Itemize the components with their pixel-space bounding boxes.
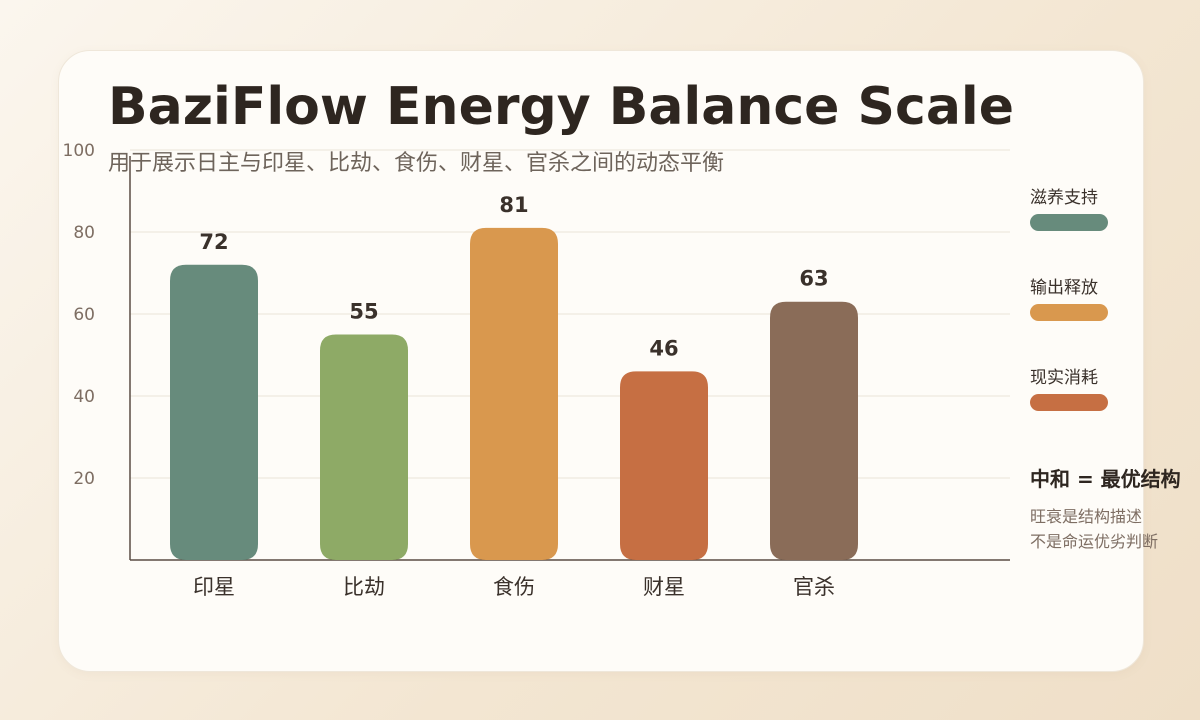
value-label: 81 <box>499 193 528 217</box>
bar-3 <box>470 227 558 560</box>
y-tick-label: 60 <box>73 305 95 325</box>
legend-swatch <box>1030 214 1108 231</box>
category-label: 财星 <box>643 575 685 599</box>
note-line: 不是命运优劣判断 <box>1030 532 1159 551</box>
axes <box>129 156 1010 561</box>
bar-5 <box>770 301 858 560</box>
y-tick-label: 100 <box>63 141 95 161</box>
legend-swatch <box>1030 304 1108 321</box>
legend-label: 输出释放 <box>1030 278 1098 298</box>
legend-label: 滋养支持 <box>1030 188 1098 208</box>
y-tick-label: 20 <box>73 469 95 489</box>
bars <box>170 227 858 560</box>
value-label: 55 <box>349 300 378 324</box>
value-label: 63 <box>799 267 828 291</box>
legend: 滋养支持 输出释放 现实消耗 <box>1030 186 1200 456</box>
category-label: 比劫 <box>343 575 385 599</box>
category-label: 官杀 <box>793 575 835 599</box>
legend-swatch <box>1030 394 1108 411</box>
y-tick-label: 80 <box>73 223 95 243</box>
legend-item-consume: 现实消耗 <box>1030 366 1200 424</box>
category-label: 食伤 <box>493 575 535 599</box>
value-label: 72 <box>199 230 228 254</box>
chart-title: BaziFlow Energy Balance Scale <box>108 77 1015 137</box>
y-tick-label: 40 <box>73 387 95 407</box>
legend-label: 现实消耗 <box>1030 368 1098 388</box>
bar-1 <box>170 264 258 560</box>
category-label: 印星 <box>193 575 235 599</box>
chart-subtitle: 用于展示日主与印星、比劫、食伤、财星、官杀之间的动态平衡 <box>108 151 725 176</box>
bar-4 <box>620 371 708 560</box>
bar-2 <box>320 334 408 560</box>
grid-lines <box>130 149 1010 479</box>
value-label: 46 <box>649 336 678 360</box>
balance-note: 中和 = 最优结构 旺衰是结构描述 不是命运优劣判断 <box>1030 464 1200 554</box>
note-title: 中和 = 最优结构 <box>1030 467 1181 491</box>
labels: 20 40 60 80 100 72 印星 55 比劫 81 食伤 46 财星 63 官杀 <box>63 141 835 599</box>
legend-item-nourish: 滋养支持 <box>1030 186 1200 244</box>
legend-item-output: 输出释放 <box>1030 276 1200 334</box>
note-line: 旺衰是结构描述 <box>1030 507 1143 526</box>
